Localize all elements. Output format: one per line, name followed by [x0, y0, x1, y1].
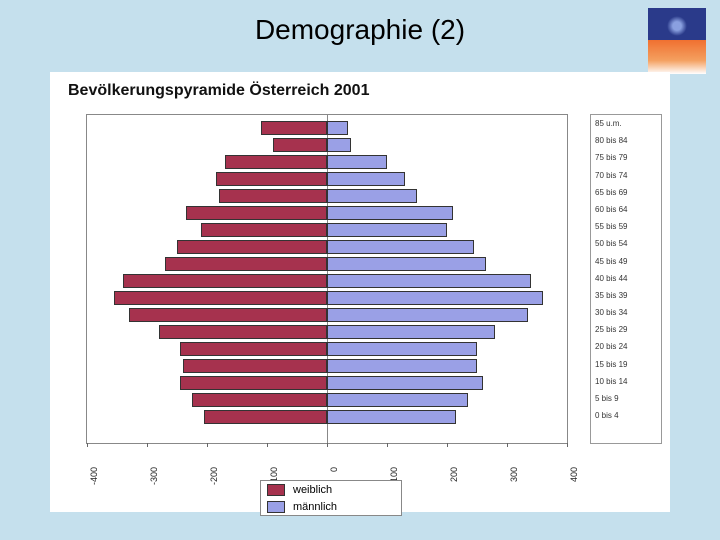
bar-female [165, 257, 327, 271]
bar-male [327, 308, 528, 322]
bar-male [327, 342, 477, 356]
x-tick [147, 443, 148, 447]
age-label: 40 bis 44 [591, 270, 661, 287]
bar-female [192, 393, 327, 407]
bar-female [204, 410, 327, 424]
logo-top [648, 8, 706, 40]
age-label: 25 bis 29 [591, 321, 661, 338]
bar-male [327, 410, 456, 424]
age-label: 20 bis 24 [591, 338, 661, 355]
bar-male [327, 189, 417, 203]
x-tick-label: -200 [209, 467, 219, 497]
bar-male [327, 121, 348, 135]
x-tick-label: -400 [89, 467, 99, 497]
age-label: 65 bis 69 [591, 184, 661, 201]
legend-swatch-maennlich [267, 501, 285, 513]
x-tick-label: 300 [509, 467, 519, 497]
x-tick [327, 443, 328, 447]
bar-male [327, 223, 447, 237]
x-tick [87, 443, 88, 447]
bar-male [327, 257, 486, 271]
bar-male [327, 393, 468, 407]
bar-female [183, 359, 327, 373]
age-label: 75 bis 79 [591, 149, 661, 166]
legend-label-weiblich: weiblich [293, 484, 332, 496]
x-tick [267, 443, 268, 447]
legend-label-maennlich: männlich [293, 501, 337, 513]
age-label: 30 bis 34 [591, 304, 661, 321]
x-tick [567, 443, 568, 447]
slide-title: Demographie (2) [0, 14, 720, 46]
bar-female [225, 155, 327, 169]
bar-male [327, 359, 477, 373]
x-tick [507, 443, 508, 447]
chart-panel: Bevölkerungspyramide Österreich 2001 -40… [50, 72, 670, 512]
age-label: 85 u.m. [591, 115, 661, 132]
bar-male [327, 325, 495, 339]
age-category-labels: 85 u.m.80 bis 8475 bis 7970 bis 7465 bis… [590, 114, 662, 444]
slide: Demographie (2) Bevölkerungspyramide Öst… [0, 0, 720, 540]
x-tick-label: 200 [449, 467, 459, 497]
bar-female [186, 206, 327, 220]
chart-legend: weiblich männlich [260, 480, 402, 516]
bar-female [159, 325, 327, 339]
age-label: 80 bis 84 [591, 132, 661, 149]
age-label: 50 bis 54 [591, 235, 661, 252]
age-label: 60 bis 64 [591, 201, 661, 218]
bar-female [219, 189, 327, 203]
bar-male [327, 376, 483, 390]
legend-item-weiblich: weiblich [261, 481, 401, 498]
bar-male [327, 240, 474, 254]
age-label: 35 bis 39 [591, 287, 661, 304]
logo-bottom [648, 40, 706, 74]
bar-female [180, 376, 327, 390]
bar-female [261, 121, 327, 135]
chart-title: Bevölkerungspyramide Österreich 2001 [50, 72, 670, 108]
bar-male [327, 155, 387, 169]
bar-female [273, 138, 327, 152]
x-tick [387, 443, 388, 447]
bar-male [327, 274, 531, 288]
x-tick-label: -300 [149, 467, 159, 497]
bar-male [327, 172, 405, 186]
x-tick [207, 443, 208, 447]
bar-male [327, 138, 351, 152]
legend-item-maennlich: männlich [261, 498, 401, 515]
bar-female [177, 240, 327, 254]
age-label: 10 bis 14 [591, 373, 661, 390]
bar-female [201, 223, 327, 237]
bar-male [327, 206, 453, 220]
university-logo [648, 8, 706, 74]
bar-female [129, 308, 327, 322]
age-label: 55 bis 59 [591, 218, 661, 235]
bar-female [180, 342, 327, 356]
x-tick-label: 400 [569, 467, 579, 497]
age-label: 0 bis 4 [591, 407, 661, 424]
bar-male [327, 291, 543, 305]
bar-female [216, 172, 327, 186]
legend-swatch-weiblich [267, 484, 285, 496]
logo-seal-icon [667, 16, 687, 36]
age-label: 15 bis 19 [591, 356, 661, 373]
age-label: 5 bis 9 [591, 390, 661, 407]
bar-female [123, 274, 327, 288]
pyramid-plot: -400-300-200-1000100200300400 [86, 114, 568, 444]
x-tick [447, 443, 448, 447]
bar-female [114, 291, 327, 305]
age-label: 70 bis 74 [591, 167, 661, 184]
age-label: 45 bis 49 [591, 253, 661, 270]
